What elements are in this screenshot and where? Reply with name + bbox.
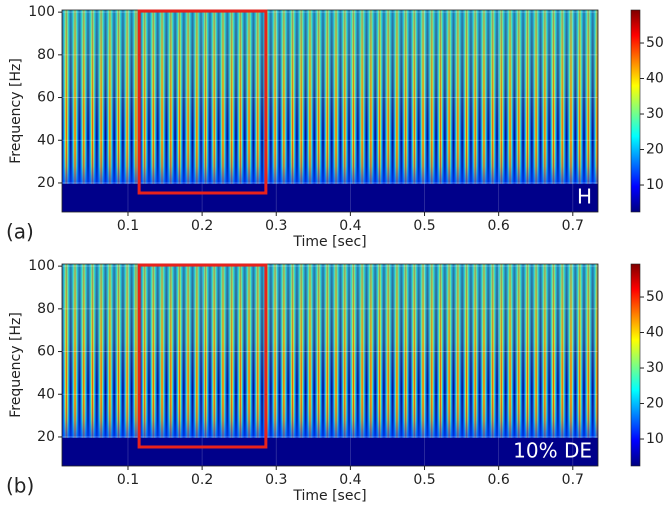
y-tick-label: 60: [37, 90, 55, 106]
x-tick-label: 0.2: [191, 218, 213, 234]
x-tick-label: 0.6: [488, 472, 510, 488]
x-tick-label: 0.3: [265, 218, 287, 234]
colorbar-tick-label: 10: [646, 431, 663, 447]
x-tick-label: 0.5: [413, 218, 435, 234]
x-tick-label: 0.7: [562, 472, 584, 488]
annotation: 10% DE: [513, 439, 592, 463]
y-tick-label: 40: [37, 386, 55, 402]
y-tick-label: 40: [37, 132, 55, 148]
colorbar-tick-label: 30: [646, 106, 663, 122]
plot-frame: [61, 9, 599, 213]
y-tick-label: 100: [28, 4, 55, 20]
colorbar: [630, 263, 641, 467]
y-tick-label: 20: [37, 429, 55, 445]
x-tick-label: 0.5: [413, 472, 435, 488]
y-axis-label: Frequency [Hz]: [8, 312, 24, 418]
colorbar-tick-label: 20: [646, 142, 663, 158]
highlight-box: [137, 9, 268, 195]
x-axis-label: Time [sec]: [292, 234, 366, 250]
colorbar-tick-label: 30: [646, 360, 663, 376]
y-tick-label: 100: [28, 258, 55, 274]
colorbar: [630, 9, 641, 213]
y-axis-label: Frequency [Hz]: [8, 58, 24, 164]
x-tick-label: 0.3: [265, 472, 287, 488]
colorbar-tick-label: 10: [646, 177, 663, 193]
y-tick-label: 60: [37, 344, 55, 360]
x-tick-label: 0.4: [339, 218, 361, 234]
heatmap-shading: [62, 10, 598, 184]
colorbar-tick-label: 40: [646, 325, 663, 341]
colorbar-tick-label: 40: [646, 71, 663, 87]
x-tick-label: 0.1: [117, 218, 139, 234]
plot-frame: [61, 263, 599, 467]
x-tick-label: 0.2: [191, 472, 213, 488]
panel-label: (b): [6, 474, 34, 498]
heatmap-shading: [62, 264, 598, 438]
panel-label: (a): [6, 220, 34, 244]
x-tick-label: 0.1: [117, 472, 139, 488]
x-axis-label: Time [sec]: [292, 488, 366, 504]
annotation: H: [577, 185, 592, 209]
y-tick-label: 80: [37, 47, 55, 63]
colorbar-tick-label: 50: [646, 289, 663, 305]
colorbar-tick-label: 20: [646, 396, 663, 412]
x-tick-label: 0.4: [339, 472, 361, 488]
x-tick-label: 0.6: [488, 218, 510, 234]
colorbar-tick-label: 50: [646, 35, 663, 51]
x-tick-label: 0.7: [562, 218, 584, 234]
y-tick-label: 20: [37, 175, 55, 191]
highlight-box: [137, 263, 268, 449]
y-tick-label: 80: [37, 301, 55, 317]
